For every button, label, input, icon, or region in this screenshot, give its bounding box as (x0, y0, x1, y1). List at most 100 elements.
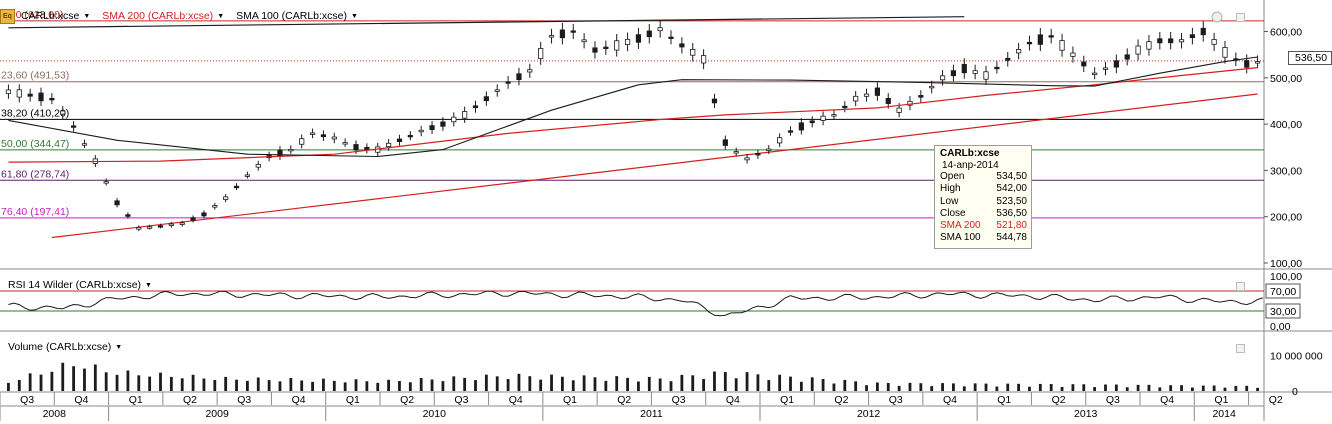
volume-bar (1147, 384, 1151, 391)
candle-body (5, 89, 12, 94)
axes: 600,00 500,00 400,00 300,00 200,00 100,00100,… (0, 11, 1323, 421)
tooltip-date: 14-anp-2014 (942, 160, 999, 171)
candle-body (462, 111, 468, 119)
candle-body (342, 142, 348, 145)
candle-body (147, 226, 153, 229)
quarter-label: Q1 (780, 394, 794, 406)
volume-bar (1093, 387, 1097, 391)
volume-bar (61, 362, 65, 391)
candle-body (950, 70, 957, 77)
volume-bar (604, 380, 608, 391)
candle-body (179, 222, 185, 225)
volume-bar (734, 378, 738, 391)
tooltip-row-label: High (940, 183, 961, 195)
sma200-line (8, 67, 1258, 163)
candle-body (603, 46, 609, 49)
candle-body (1168, 38, 1174, 44)
candle-body (701, 55, 707, 64)
rsi-level-box (1265, 283, 1301, 299)
tooltip-row-label: Open (940, 171, 965, 182)
year-label: 2009 (205, 408, 229, 420)
moving-averages (8, 56, 1258, 163)
volume-bar (669, 381, 673, 391)
price-tooltip: CARLb:xcse 14-anp-2014 Open 534,50 High 54… (934, 145, 1032, 249)
price-tick-label: 400,00 (1270, 119, 1302, 131)
volume-bar (941, 383, 944, 391)
candle-body (581, 39, 587, 43)
quarter-label: Q1 (563, 394, 577, 406)
volume-bar (886, 382, 890, 391)
candle-body (1244, 60, 1250, 68)
dropdown-arrow-icon[interactable]: ▼ (83, 12, 91, 20)
volume-bar (778, 374, 782, 391)
volume-bar (408, 382, 412, 391)
panel-maximize-button[interactable] (1236, 282, 1245, 291)
volume-bar (691, 375, 695, 391)
candle-body (592, 47, 598, 53)
volume-bar (832, 383, 836, 391)
volume-panel-label[interactable]: Volume (CARLb:xcse) ▼ (8, 341, 122, 353)
fib-level-label: 61,80 (278,74) (1, 168, 69, 180)
tooltip-row-label: Close (940, 207, 966, 219)
volume-bar (311, 381, 314, 391)
price-tick-label: 600,00 (1270, 27, 1302, 39)
candle-body (38, 92, 44, 102)
rsi-label: RSI 14 Wilder (CARLb:xcse) (8, 279, 142, 291)
tooltip-row-label: SMA 200 (940, 220, 981, 232)
volume-bar (398, 381, 401, 391)
volume-bar (1125, 387, 1129, 391)
price-tick-label: 200,00 (1270, 212, 1302, 224)
volume-bar (126, 370, 130, 391)
sma200-label: SMA 200 (CARLb:xcse) (102, 10, 214, 22)
sma200-selector[interactable]: SMA 200 (CARLb:xcse) ▼ (102, 10, 224, 22)
tooltip-row: Close 536,50 (940, 208, 1027, 220)
volume-bar (343, 382, 347, 391)
volume-bar (810, 377, 814, 391)
volume-bar (430, 379, 434, 391)
volume-bar (28, 373, 32, 391)
dropdown-arrow-icon[interactable]: ▼ (217, 12, 225, 20)
volume-bar (256, 377, 260, 391)
quarter-label: Q3 (1106, 394, 1120, 406)
candle-body (71, 125, 77, 128)
candle-body (1102, 67, 1109, 70)
candle-body (223, 196, 229, 200)
candle-body (125, 214, 131, 217)
dropdown-arrow-icon[interactable]: ▼ (351, 12, 358, 20)
dropdown-arrow-icon[interactable]: ▼ (145, 281, 152, 289)
volume-bar (72, 366, 76, 391)
sma100-line (8, 56, 1258, 158)
price-tick-label: 300,00 (1270, 165, 1302, 177)
year-label: 2013 (1074, 408, 1098, 420)
candle-body (918, 95, 924, 98)
candle-body (353, 144, 359, 151)
volume-bar (322, 378, 325, 391)
volume-bar (680, 374, 684, 391)
candle-body (787, 130, 794, 133)
eq-icon[interactable]: Eq (0, 8, 15, 24)
rsi-tick-label: 70,00 (1270, 286, 1296, 298)
symbol-selector[interactable]: CARLb:xcse ▼ (21, 10, 90, 22)
volume-bar (767, 380, 771, 391)
rsi-panel-label[interactable]: RSI 14 Wilder (CARLb:xcse) ▼ (8, 279, 152, 291)
panel-maximize-button[interactable] (1236, 13, 1245, 22)
candle-body (831, 114, 837, 117)
volume-bar (474, 380, 477, 391)
dropdown-arrow-icon[interactable]: ▼ (115, 343, 123, 351)
panel-maximize-button[interactable] (1236, 344, 1245, 353)
candle-body (874, 87, 880, 96)
candle-body (820, 115, 826, 121)
volume-bar (973, 383, 977, 391)
volume-bar (843, 379, 847, 391)
candle-body (766, 148, 772, 151)
candle-body (1113, 60, 1119, 68)
candle-body (190, 217, 196, 221)
sma100-selector[interactable]: SMA 100 (CARLb:xcse) ▼ (236, 10, 358, 22)
candle-body (1124, 54, 1130, 60)
volume-bar (50, 371, 54, 391)
quarter-label: Q4 (292, 394, 306, 406)
quarter-label: Q3 (20, 394, 34, 406)
volume-bar (1136, 384, 1140, 391)
candle-body (1200, 27, 1206, 36)
